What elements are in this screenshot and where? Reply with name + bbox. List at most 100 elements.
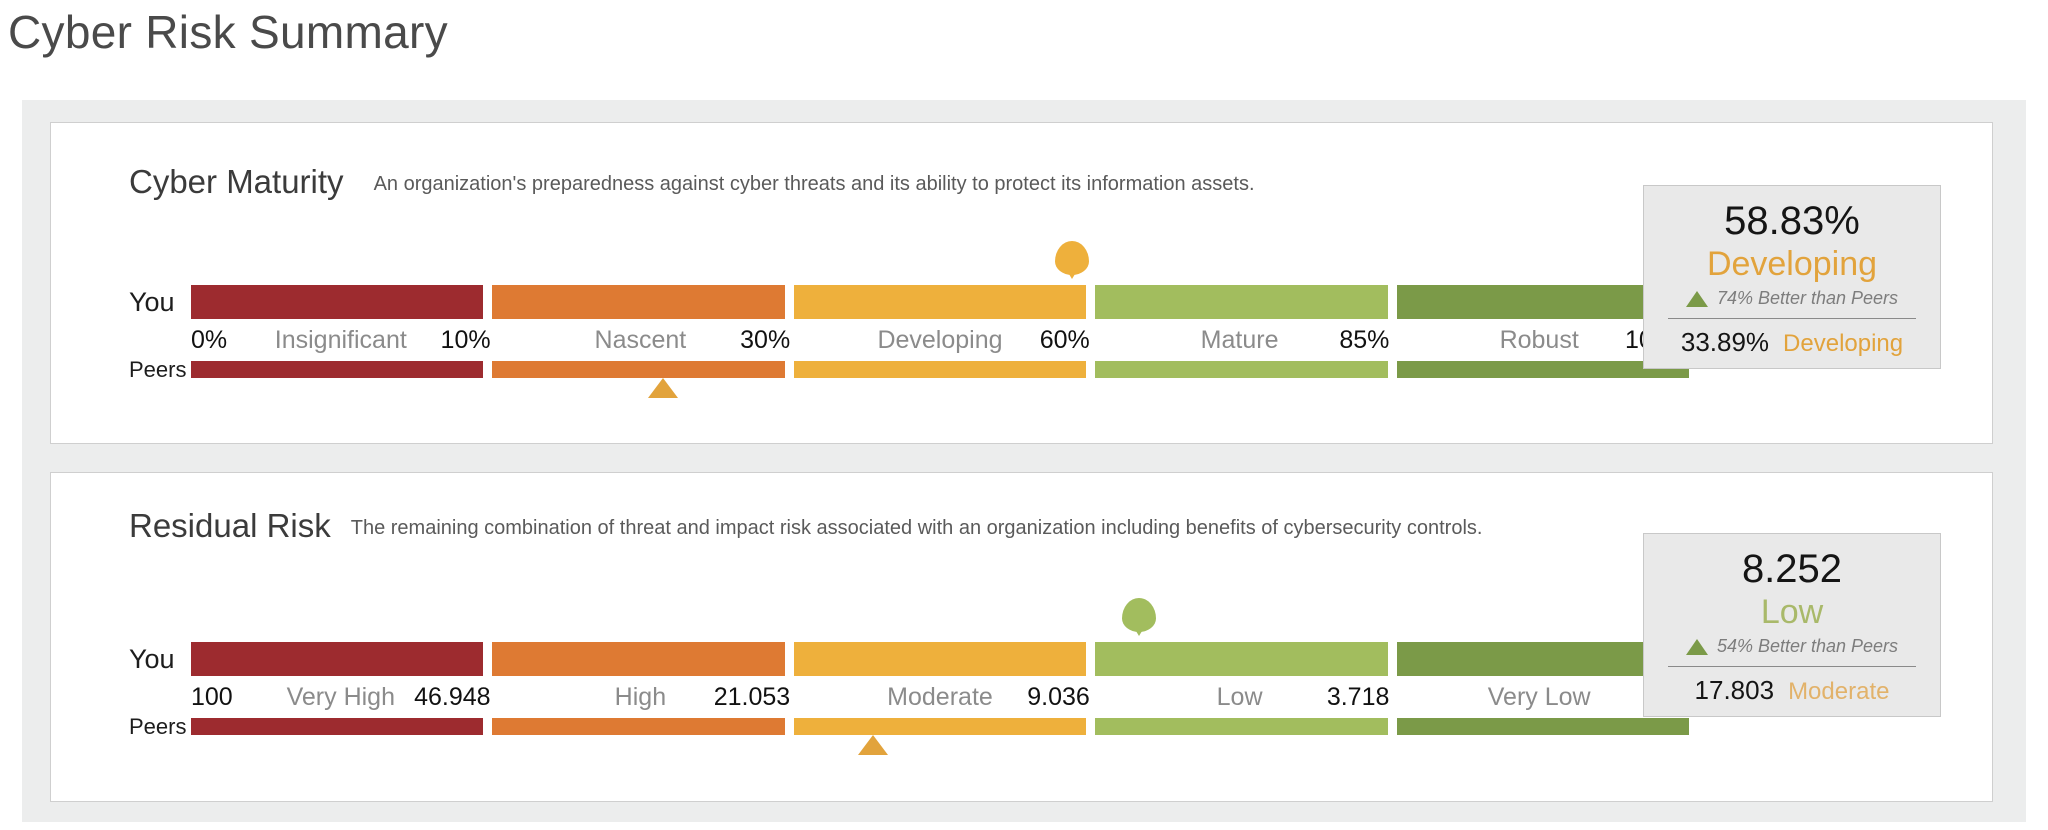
panel-title-residual-risk: Residual Risk — [129, 507, 331, 544]
panel-header-residual-risk: Residual Risk The remaining combination … — [129, 507, 1482, 545]
peers-segment-moderate — [793, 718, 1087, 735]
scale-cell-moderate: . Moderate 9.036 — [790, 683, 1090, 712]
scale-cell-insignificant: 0% Insignificant 10% — [191, 326, 491, 355]
segment-high — [492, 642, 785, 676]
peers-row-residual-risk: Peers — [129, 714, 1690, 739]
peers-segment-high — [492, 718, 785, 735]
panel-cyber-maturity: Cyber Maturity An organization's prepare… — [50, 122, 1993, 444]
peers-position-triangle-cyber-maturity — [647, 378, 678, 398]
you-track-cyber-maturity — [191, 285, 1690, 319]
peer-band-residual-risk: Moderate — [1788, 678, 1890, 705]
peers-segment-low — [1095, 718, 1388, 735]
segment-low — [1095, 642, 1388, 676]
peer-comparison-residual-risk: 54% Better than Peers — [1654, 636, 1930, 657]
score-value-cyber-maturity: 58.83% — [1724, 199, 1860, 243]
peers-segment-very-high — [191, 718, 484, 735]
scale-cell-mature: . Mature 85% — [1090, 326, 1390, 355]
segment-mature — [1095, 285, 1388, 319]
scale-band-robust: Robust — [1499, 325, 1579, 354]
segment-very-high — [191, 642, 484, 676]
score-band-cyber-maturity: Developing — [1706, 245, 1878, 283]
peers-track-residual-risk — [191, 718, 1690, 735]
page-title: Cyber Risk Summary — [8, 6, 448, 58]
peers-segment-robust — [1396, 361, 1690, 378]
segment-developing — [793, 285, 1087, 319]
peer-value-cyber-maturity: 33.89% — [1680, 327, 1770, 357]
you-row-cyber-maturity: You — [129, 285, 1690, 319]
card-divider-cyber-maturity — [1668, 318, 1916, 319]
scale-tick-60: 60% — [1039, 325, 1090, 354]
score-band-residual-risk: Low — [1760, 593, 1824, 631]
segment-robust — [1396, 285, 1690, 319]
segment-moderate — [793, 642, 1087, 676]
peer-score-cyber-maturity: 33.89% Developing — [1654, 327, 1930, 358]
you-position-pin-residual-risk — [1122, 598, 1157, 632]
you-marker-layer-cyber-maturity — [191, 241, 1689, 285]
peer-band-cyber-maturity: Developing — [1783, 330, 1904, 357]
peer-score-residual-risk: 17.803 Moderate — [1654, 675, 1930, 706]
panel-residual-risk: Residual Risk The remaining combination … — [50, 472, 1993, 802]
you-track-residual-risk — [191, 642, 1690, 676]
peers-row-cyber-maturity: Peers — [129, 357, 1690, 382]
peers-track-cyber-maturity — [191, 361, 1690, 378]
segment-nascent — [492, 285, 785, 319]
triangle-up-icon — [1685, 290, 1708, 307]
peers-segment-very-low — [1396, 718, 1690, 735]
triangle-up-icon — [1685, 638, 1708, 655]
peer-value-residual-risk: 17.803 — [1694, 675, 1775, 705]
score-card-residual-risk: 8.252 Low 54% Better than Peers 17.803 M… — [1643, 533, 1941, 717]
peers-segment-mature — [1095, 361, 1388, 378]
peers-label-cyber-maturity: Peers — [129, 356, 187, 382]
scale-band-mature: Mature — [1200, 325, 1279, 354]
report-frame: Cyber Maturity An organization's prepare… — [22, 100, 2026, 822]
meter-residual-risk: You 100 Very High 46.948 — [129, 598, 1690, 761]
scale-band-low: Low — [1216, 682, 1263, 711]
peers-label-residual-risk: Peers — [129, 713, 187, 739]
you-position-pin-cyber-maturity — [1055, 241, 1090, 275]
you-marker-layer-residual-risk — [191, 598, 1689, 642]
scale-band-insignificant: Insignificant — [274, 325, 407, 354]
scale-band-developing: Developing — [877, 325, 1003, 354]
meter-cyber-maturity: You 0% Insignificant 10% — [129, 241, 1690, 404]
score-value-residual-risk: 8.252 — [1741, 547, 1843, 591]
peers-segment-insignificant — [191, 361, 484, 378]
scale-band-high: High — [614, 682, 667, 711]
segment-very-low — [1396, 642, 1690, 676]
you-label-cyber-maturity: You — [129, 287, 175, 317]
risk-tick-start: 100 — [191, 682, 233, 711]
scale-cell-very-high: 100 Very High 46.948 — [191, 683, 491, 712]
scale-residual-risk: 100 Very High 46.948 . High 21.053 . Mod… — [191, 676, 1689, 718]
peers-segment-nascent — [492, 361, 785, 378]
panel-title-cyber-maturity: Cyber Maturity — [129, 163, 344, 200]
peers-marker-layer-residual-risk — [191, 735, 1689, 761]
panel-description-residual-risk: The remaining combination of threat and … — [350, 517, 1483, 539]
scale-band-moderate: Moderate — [887, 682, 993, 711]
score-card-cyber-maturity: 58.83% Developing 74% Better than Peers … — [1643, 185, 1941, 369]
scale-cell-high: . High 21.053 — [491, 683, 791, 712]
scale-cell-nascent: . Nascent 30% — [491, 326, 791, 355]
scale-band-nascent: Nascent — [594, 325, 687, 354]
peers-segment-developing — [793, 361, 1087, 378]
peer-comparison-text-cyber-maturity: 74% Better than Peers — [1716, 288, 1899, 308]
scale-cell-low: . Low 3.718 — [1090, 683, 1390, 712]
risk-tick-21053: 21.053 — [713, 682, 791, 711]
risk-tick-9036: 9.036 — [1027, 682, 1090, 711]
segment-insignificant — [191, 285, 484, 319]
scale-band-very-low: Very Low — [1487, 682, 1591, 711]
scale-tick-10: 10% — [440, 325, 491, 354]
scale-band-very-high: Very High — [286, 682, 395, 711]
risk-tick-46948: 46.948 — [414, 682, 491, 711]
peers-marker-layer-cyber-maturity — [191, 378, 1689, 404]
peers-position-triangle-residual-risk — [857, 735, 888, 755]
scale-tick-start: 0% — [191, 325, 228, 354]
scale-cyber-maturity: 0% Insignificant 10% . Nascent 30% . Dev… — [191, 319, 1689, 361]
risk-tick-3718: 3.718 — [1326, 682, 1390, 711]
panel-description-cyber-maturity: An organization's preparedness against c… — [373, 173, 1255, 195]
peer-comparison-text-residual-risk: 54% Better than Peers — [1716, 636, 1899, 656]
scale-tick-85: 85% — [1339, 325, 1390, 354]
you-row-residual-risk: You — [129, 642, 1690, 676]
scale-tick-30: 30% — [740, 325, 791, 354]
peer-comparison-cyber-maturity: 74% Better than Peers — [1654, 288, 1930, 309]
scale-cell-developing: . Developing 60% — [790, 325, 1090, 355]
